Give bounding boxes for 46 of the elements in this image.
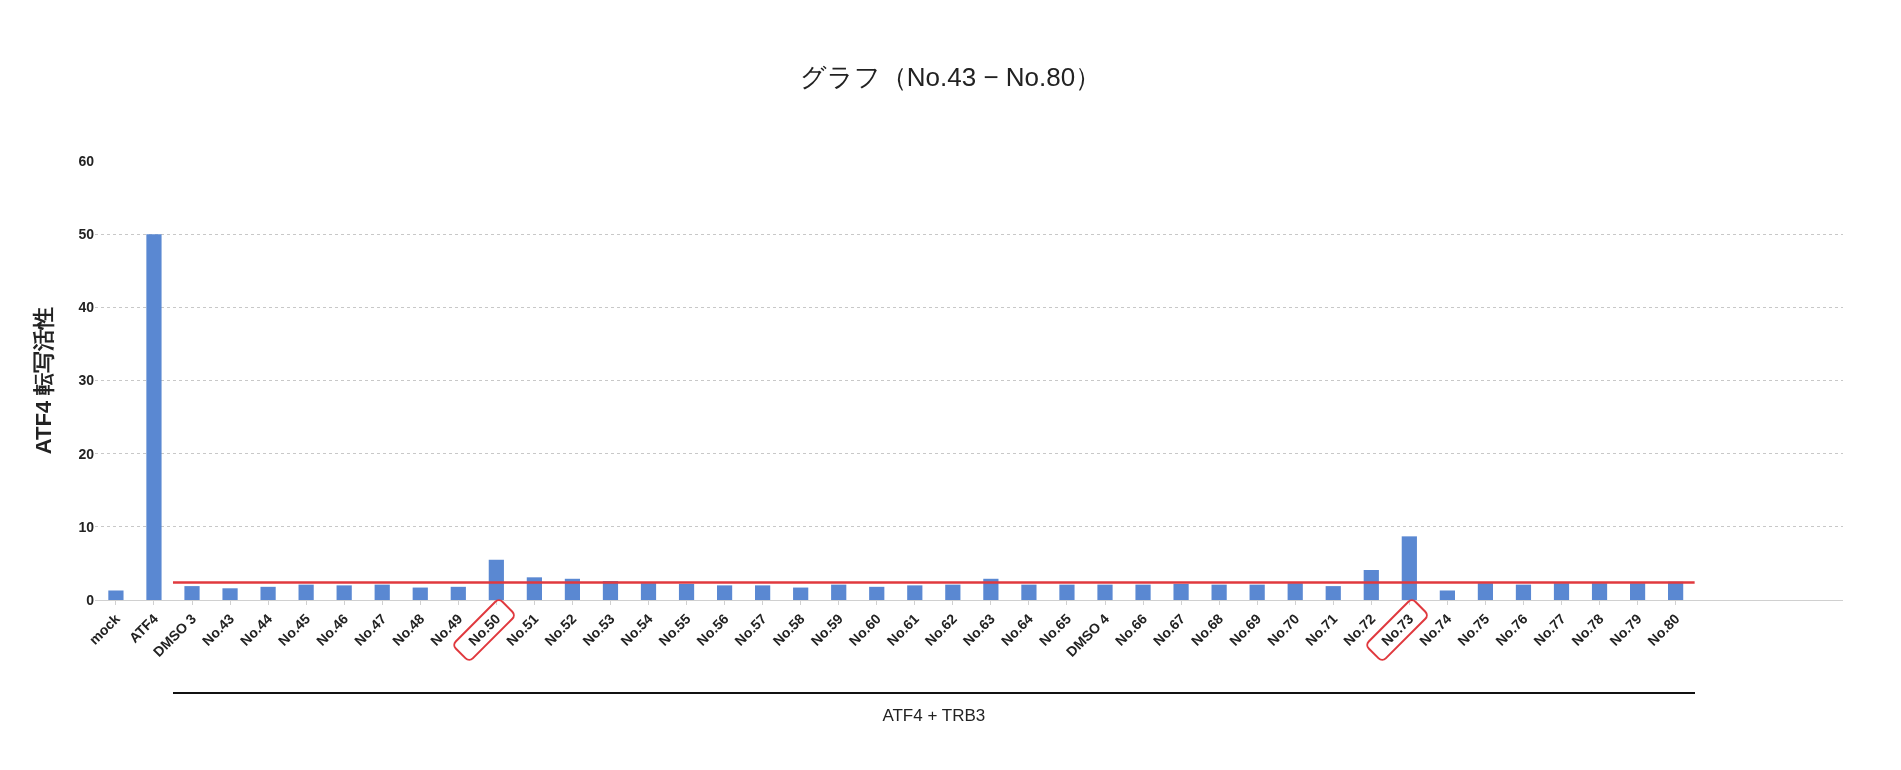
bar: [1553, 583, 1570, 600]
y-tick-label: 50: [78, 226, 95, 243]
bar: [907, 585, 923, 600]
bar: [1325, 586, 1341, 600]
bar: [640, 583, 657, 600]
bar: [755, 585, 771, 600]
bar: [1515, 584, 1532, 600]
bar: [1477, 583, 1494, 600]
chart-title: グラフ（No.43 − No.80）: [799, 62, 1102, 93]
y-tick-label: 60: [78, 152, 95, 169]
bar: [412, 587, 428, 600]
bar: [1059, 584, 1075, 600]
bar: [108, 590, 124, 600]
bar: [716, 585, 733, 600]
bar: [488, 559, 504, 600]
bar: [1629, 583, 1646, 600]
bar: [1249, 584, 1265, 600]
bar: [336, 585, 352, 600]
bar: [793, 587, 809, 600]
bar: [1591, 583, 1608, 600]
bar: [831, 584, 847, 600]
bar: [1287, 583, 1303, 600]
bar: [184, 586, 200, 600]
bar: [1439, 590, 1455, 600]
y-tick-label: 40: [78, 299, 95, 316]
bar: [1211, 584, 1227, 600]
bar: [1097, 584, 1113, 600]
bar: [678, 583, 695, 600]
bar: [1135, 584, 1151, 600]
bar: [146, 234, 162, 600]
bar: [1021, 584, 1037, 600]
y-tick-label: 0: [86, 591, 95, 608]
bar: [945, 584, 961, 600]
text: ATF4 + TRB3: [881, 706, 987, 726]
y-tick-label: 20: [78, 445, 95, 462]
y-tick-label: 10: [78, 518, 95, 535]
bar: [450, 586, 466, 600]
bar: [222, 588, 238, 600]
bar: [260, 586, 276, 600]
bar: [298, 584, 314, 600]
bar: [869, 586, 885, 600]
y-tick-label: 30: [78, 372, 95, 389]
bar: [374, 584, 390, 600]
bar: [1401, 536, 1417, 600]
y-axis-title: ATF4 転写活性: [31, 306, 57, 455]
bar: [1173, 583, 1189, 600]
